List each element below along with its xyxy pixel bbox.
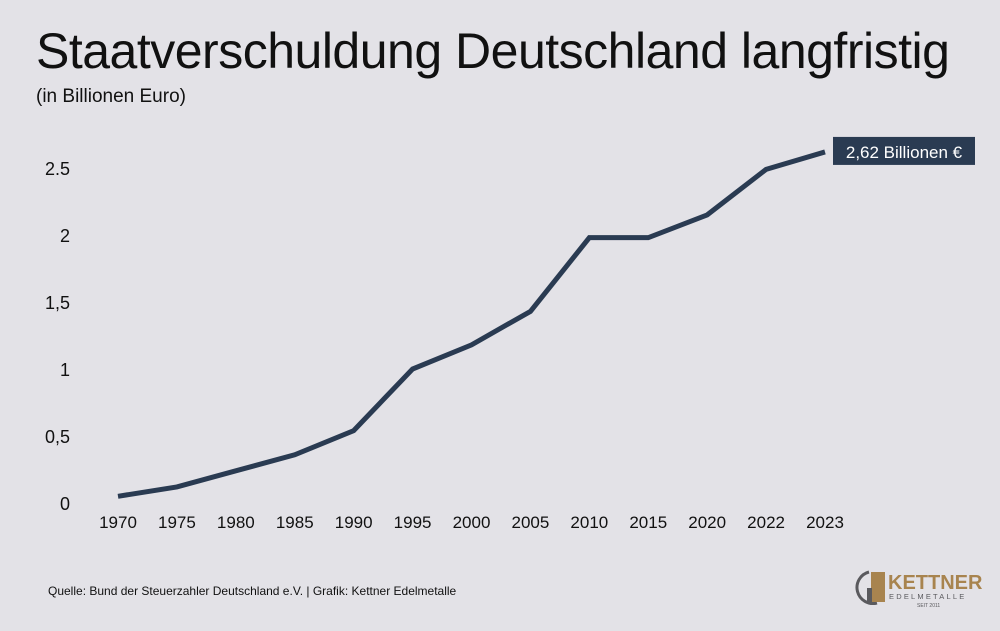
y-tick-label: 1,5: [45, 293, 70, 313]
x-tick-label: 2015: [629, 513, 667, 532]
y-tick-label: 2.5: [45, 159, 70, 179]
y-tick-label: 0,5: [45, 427, 70, 447]
y-tick-label: 2: [60, 226, 70, 246]
annotation-label: 2,62 Billionen €: [846, 143, 963, 162]
x-tick-label: 1975: [158, 513, 196, 532]
x-tick-label: 2022: [747, 513, 785, 532]
x-tick-label: 2005: [512, 513, 550, 532]
x-tick-label: 1995: [394, 513, 432, 532]
logo-bar-icon: [867, 588, 872, 602]
x-tick-label: 1970: [99, 513, 137, 532]
x-tick-label: 1990: [335, 513, 373, 532]
x-tick-label: 2020: [688, 513, 726, 532]
x-tick-label: 2000: [453, 513, 491, 532]
chart-title: Staatverschuldung Deutschland langfristi…: [36, 23, 950, 79]
chart-subtitle: (in Billionen Euro): [36, 86, 186, 107]
debt-line: [117, 149, 826, 499]
svg-text:SEIT 2011: SEIT 2011: [917, 603, 940, 608]
annotation-box: [833, 136, 975, 165]
y-tick-label: 1: [60, 360, 70, 380]
x-tick-label: 1980: [217, 513, 255, 532]
x-tick-label: 2010: [570, 513, 608, 532]
kettner-logo: KETTNER EDELMETALLE SEIT 2011: [855, 570, 983, 608]
x-tick-label: 1985: [276, 513, 314, 532]
line-chart: 0 0,5 1 1,5 2 2.5 1970 1975 1980 1985 1990 1995 2000…: [45, 136, 975, 532]
source-note: Quelle: Bund der Steuerzahler Deutschlan…: [48, 584, 457, 598]
svg-text:KETTNER: KETTNER: [888, 572, 983, 594]
x-tick-label: 2023: [806, 513, 844, 532]
logo-bar-icon: [871, 572, 885, 602]
y-tick-label: 0: [60, 494, 70, 514]
svg-text:EDELMETALLE: EDELMETALLE: [889, 592, 966, 601]
logo-ring-icon: [855, 570, 878, 605]
